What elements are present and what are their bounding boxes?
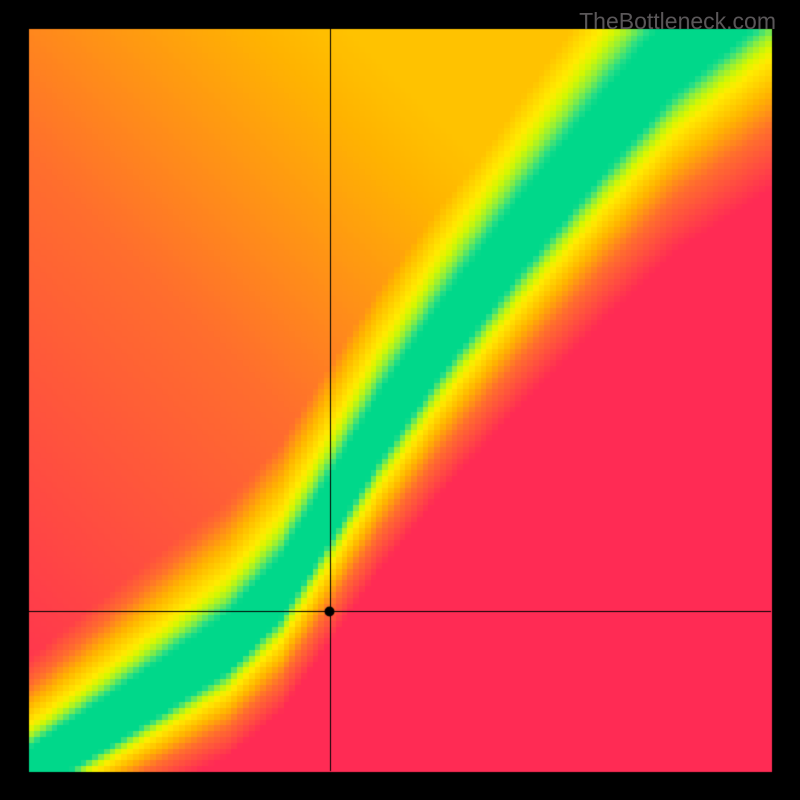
watermark: TheBottleneck.com <box>579 8 776 35</box>
bottleneck-heatmap <box>0 0 800 800</box>
watermark-text: TheBottleneck.com <box>579 8 776 34</box>
